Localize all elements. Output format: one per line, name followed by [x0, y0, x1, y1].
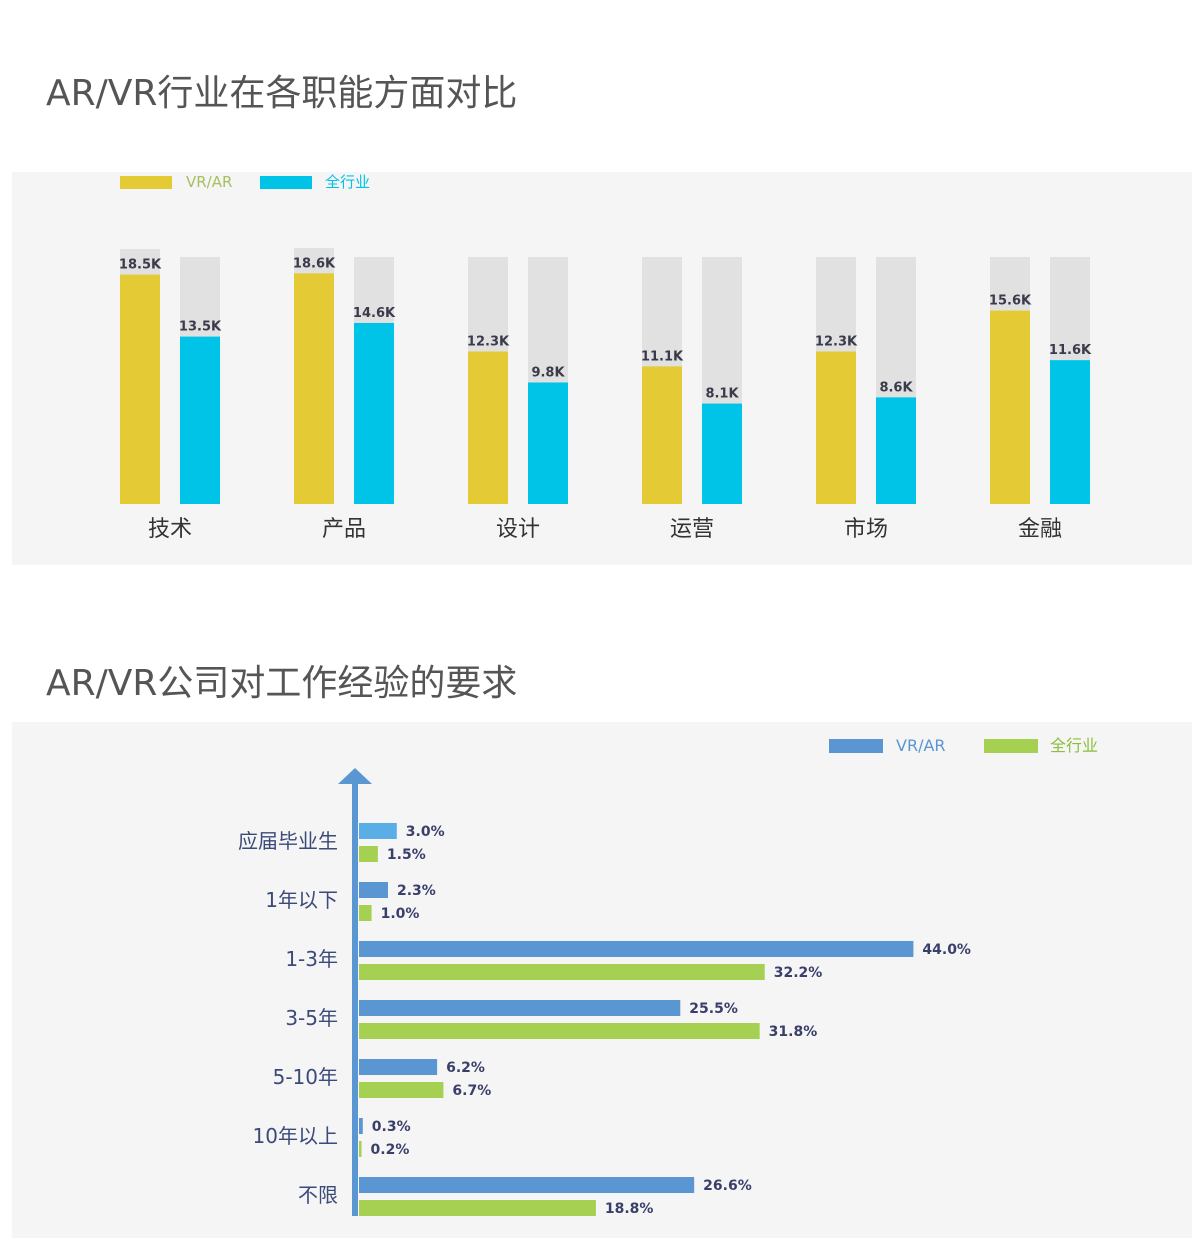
category-label: 应届毕业生 [238, 829, 338, 853]
category-label: 5-10年 [273, 1065, 338, 1089]
bar-industry [359, 905, 372, 921]
data-label: 6.2% [446, 1060, 485, 1076]
bar-vrar [359, 1177, 695, 1193]
bar-vrar [359, 823, 397, 839]
section-title-experience: AR/VR公司对工作经验的要求 [46, 663, 518, 704]
data-label: 2.3% [397, 883, 436, 899]
bar-vrar [990, 310, 1030, 504]
y-axis-line [352, 780, 358, 1216]
bar-vrar [468, 351, 508, 504]
bar-vrar [359, 882, 388, 898]
category-label: 10年以上 [253, 1124, 338, 1148]
data-label: 0.2% [371, 1142, 410, 1158]
category-label: 3-5年 [285, 1006, 338, 1030]
bar-industry [180, 336, 220, 504]
bar-industry [359, 1200, 596, 1216]
bar-industry [702, 403, 742, 504]
bar-vrar [359, 1118, 363, 1134]
data-label: 3.0% [406, 824, 445, 840]
data-label: 12.3K [815, 334, 858, 349]
legend-swatch-vrar [829, 739, 883, 753]
data-label: 18.6K [293, 256, 336, 271]
legend-swatch-vrar [120, 176, 172, 189]
bar-vrar [359, 1000, 681, 1016]
bar-vrar [359, 1059, 438, 1075]
bar-vrar [642, 366, 682, 504]
data-label: 44.0% [922, 942, 971, 958]
data-label: 0.3% [372, 1119, 411, 1135]
data-label: 6.7% [452, 1083, 491, 1099]
data-label: 31.8% [769, 1024, 818, 1040]
section-title-function: AR/VR行业在各职能方面对比 [46, 73, 518, 114]
bar-vrar [294, 273, 334, 504]
category-label: 市场 [844, 517, 888, 542]
legend-swatch-industry [984, 739, 1038, 753]
function-comparison-chart: VR/AR 全行业 18.5K 13.5K 技术 18.6K 14.6K 产品 12.3K 9.8… [119, 173, 1092, 542]
bar-industry [359, 1023, 760, 1039]
bar-industry [359, 1082, 444, 1098]
function-chart-panel: VR/AR 全行业 18.5K 13.5K 技术 18.6K 14.6K 产品 12.3K 9.8… [12, 172, 1192, 565]
data-label: 14.6K [353, 306, 396, 321]
data-label: 11.1K [641, 349, 684, 364]
bar-industry [359, 964, 765, 980]
legend-label-vrar: VR/AR [896, 736, 946, 755]
category-label: 产品 [322, 517, 366, 542]
category-label: 1年以下 [265, 888, 338, 912]
data-label: 1.0% [381, 906, 420, 922]
y-axis-arrow [338, 768, 372, 784]
legend-label-industry: 全行业 [325, 173, 370, 191]
data-label: 9.8K [531, 365, 565, 380]
data-label: 11.6K [1049, 343, 1092, 358]
bar-industry [359, 846, 378, 862]
bar-industry [359, 1141, 362, 1157]
category-label: 运营 [670, 517, 714, 542]
legend-swatch-industry [260, 176, 312, 189]
bar-industry [528, 382, 568, 504]
category-label: 金融 [1018, 517, 1062, 542]
data-label: 13.5K [179, 320, 222, 335]
data-label: 25.5% [689, 1001, 738, 1017]
experience-requirement-chart: VR/AR 全行业 3.0% 1.5% 应届毕业生 2.3% 1.0% 1年以下 44.0% 32… [238, 736, 1098, 1217]
bar-vrar [359, 941, 914, 957]
category-label: 设计 [496, 517, 540, 542]
data-label: 12.3K [467, 334, 510, 349]
data-label: 8.6K [879, 380, 913, 395]
data-label: 26.6% [703, 1178, 752, 1194]
data-label: 1.5% [387, 847, 426, 863]
category-label: 不限 [298, 1183, 338, 1207]
data-label: 18.5K [119, 258, 162, 273]
bar-industry [876, 397, 916, 504]
bar-vrar [120, 274, 160, 504]
legend-label-vrar: VR/AR [186, 173, 232, 191]
category-label: 1-3年 [285, 947, 338, 971]
data-label: 15.6K [989, 294, 1032, 309]
bar-industry [1050, 360, 1090, 504]
data-label: 8.1K [705, 387, 739, 402]
category-label: 技术 [148, 517, 192, 542]
data-label: 18.8% [605, 1201, 654, 1217]
bar-vrar [816, 351, 856, 504]
data-label: 32.2% [774, 965, 823, 981]
legend-label-industry: 全行业 [1050, 736, 1098, 755]
bar-industry [354, 322, 394, 504]
experience-chart-panel: VR/AR 全行业 3.0% 1.5% 应届毕业生 2.3% 1.0% 1年以下 44.0% 32… [12, 722, 1192, 1238]
